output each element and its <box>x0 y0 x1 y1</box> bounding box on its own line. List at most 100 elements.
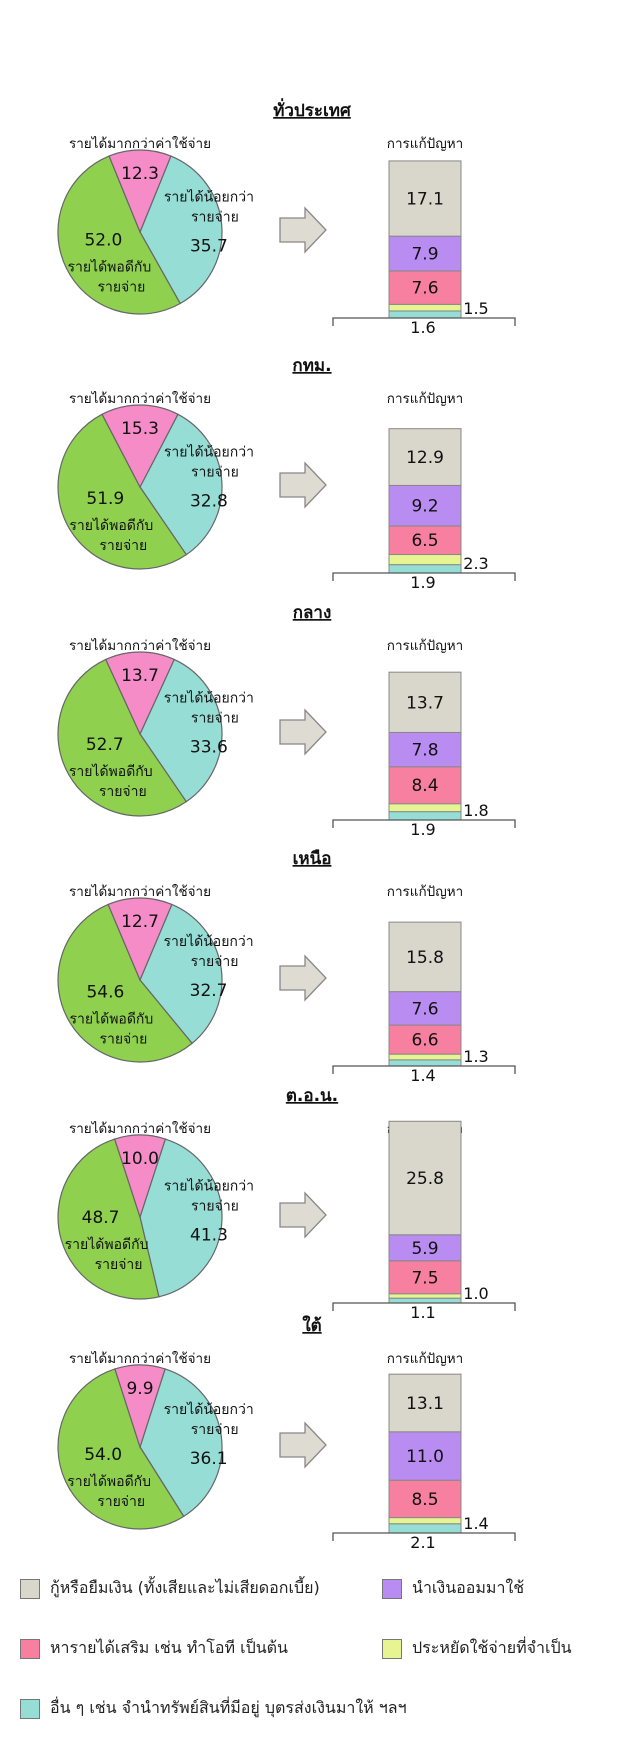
bar-value-extra-income: 8.4 <box>411 776 438 796</box>
arrow-icon <box>279 708 327 756</box>
legend-label-other: อื่น ๆ เช่น จำนำทรัพย์สินที่มีอยู่ บุตรส… <box>50 1698 407 1717</box>
legend-swatch-borrow <box>20 1578 40 1599</box>
bar-baseline <box>332 819 516 828</box>
region-title: ใต้ <box>302 1315 321 1336</box>
bar-value-other: 1.1 <box>410 1303 435 1322</box>
arrow-icon <box>279 954 327 1002</box>
bar-segment-savings <box>388 484 462 527</box>
pie-slice-more <box>101 404 179 489</box>
pie-slice-more <box>107 897 173 982</box>
pie-slice-equal <box>57 1138 160 1300</box>
pie-label-less-2: รายจ่าย <box>191 954 239 970</box>
pie-label-equal-1: รายได้พอดีกับ <box>65 1236 149 1253</box>
pie-label-equal-1: รายได้พอดีกับ <box>69 1010 153 1027</box>
bar-value-other: 1.4 <box>410 1066 435 1085</box>
region-title: กทม. <box>292 356 331 376</box>
bar-baseline <box>332 1065 516 1074</box>
pie-value-less: 32.8 <box>190 492 228 512</box>
pie-slice-less <box>139 155 223 305</box>
bar-segment-savings <box>388 1431 462 1481</box>
legend-label-savings: นำเงินออมมาใช้ <box>412 1578 525 1597</box>
bar-value-borrow: 13.1 <box>406 1394 444 1414</box>
legend-label-extra-income: หารายได้เสริม เช่น ทำโอที เป็นต้น <box>50 1638 288 1657</box>
pie-value-more: 12.3 <box>121 164 159 184</box>
pie-label-more: รายได้มากกว่าค่าใช้จ่าย <box>69 1120 211 1137</box>
bar-value-other: 1.9 <box>410 573 435 592</box>
bar-title: การแก้ปัญหา <box>387 884 463 900</box>
pie-value-equal: 51.9 <box>86 489 124 509</box>
pie-value-equal: 52.0 <box>84 231 122 251</box>
pie-label-less-2: รายจ่าย <box>191 209 239 225</box>
pie-label-more: รายได้มากกว่าค่าใช้จ่าย <box>69 1350 211 1367</box>
bar-value-extra-income: 7.5 <box>411 1268 438 1288</box>
region-panel-5: ใต้รายได้มากกว่าค่าใช้จ่าย 9.9 รายได้น้อยก… <box>57 1315 516 1552</box>
region-panel-4: ต.อ.น. รายได้มากกว่าค่าใช้จ่าย 10.0 รายได้น… <box>57 1086 516 1322</box>
bar-value-extra-income: 6.5 <box>411 531 438 551</box>
pie-label-less-1: รายได้น้อยกว่า <box>164 1178 254 1195</box>
bar-value-savings: 7.8 <box>411 741 438 761</box>
pie-label-more: รายได้มากกว่าค่าใช้จ่าย <box>69 637 211 654</box>
bar-value-extra-income: 8.5 <box>411 1490 438 1510</box>
legend-item-reduce: ประหยัดใช้จ่ายที่จำเป็น <box>382 1636 572 1661</box>
bar-title: การแก้ปัญหา <box>387 1351 463 1367</box>
bar-segment-savings <box>388 991 462 1026</box>
pie-value-more: 13.7 <box>121 666 159 686</box>
pie-label-less-1: รายได้น้อยกว่า <box>164 188 254 205</box>
pie-value-equal: 54.6 <box>86 982 124 1002</box>
pie-chart: รายได้มากกว่าค่าใช้จ่าย 15.3 รายได้น้อยกว่… <box>57 390 254 570</box>
pie-label-equal-1: รายได้พอดีกับ <box>67 259 151 276</box>
bar-title: การแก้ปัญหา <box>387 391 463 407</box>
pie-chart: รายได้มากกว่าค่าใช้จ่าย 12.7 รายได้น้อยกว่… <box>57 883 254 1063</box>
arrow-icon <box>279 1421 327 1469</box>
pie-slice-more <box>114 1364 166 1449</box>
bar-segment-extra-income <box>388 1260 462 1295</box>
legend-item-savings: นำเงินออมมาใช้ <box>382 1576 524 1601</box>
bar-value-savings: 7.6 <box>411 999 438 1019</box>
legend-swatch-extra-income <box>20 1638 40 1659</box>
pie-slice-more <box>108 149 172 234</box>
bar-segment-savings <box>388 731 462 768</box>
bar-value-reduce: 1.5 <box>463 299 488 318</box>
bar-segment-other <box>388 1523 462 1534</box>
pie-slice-more <box>104 651 176 736</box>
pie-label-more: รายได้มากกว่าค่าใช้จ่าย <box>69 135 211 152</box>
pie-slice-equal <box>57 1368 185 1530</box>
pie-label-equal-2: รายจ่าย <box>97 1494 145 1510</box>
bar-segment-borrow <box>388 1120 462 1236</box>
stacked-bar-chart: การแก้ปัญหา 6.6 7.6 15.8 1.3 1.4 <box>332 884 516 1085</box>
legend-swatch-other <box>20 1698 40 1719</box>
pie-value-equal: 54.0 <box>84 1445 122 1465</box>
bar-value-other: 1.9 <box>410 820 435 839</box>
legend-label-reduce: ประหยัดใช้จ่ายที่จำเป็น <box>412 1638 572 1657</box>
bar-value-borrow: 12.9 <box>406 448 444 468</box>
bar-segment-extra-income <box>388 270 462 305</box>
pie-value-less: 35.7 <box>190 236 228 256</box>
bar-segment-borrow <box>388 671 462 733</box>
bar-value-extra-income: 6.6 <box>411 1031 438 1051</box>
bar-value-reduce: 2.3 <box>463 554 488 573</box>
bar-segment-borrow <box>388 160 462 237</box>
legend-label-borrow: กู้หรือยืมเงิน (ทั้งเสียและไม่เสียดอกเบี… <box>50 1578 320 1597</box>
pie-label-equal-1: รายได้พอดีกับ <box>67 1473 151 1490</box>
arrow-icon <box>279 461 327 509</box>
bar-value-reduce: 1.3 <box>463 1047 488 1066</box>
pie-label-equal-2: รายจ่าย <box>99 784 147 800</box>
bar-value-extra-income: 7.6 <box>411 279 438 299</box>
pie-label-equal-1: รายได้พอดีกับ <box>69 763 153 780</box>
pie-value-less: 33.6 <box>190 738 228 758</box>
pie-slice-equal <box>57 413 188 570</box>
bar-value-borrow: 13.7 <box>406 693 444 713</box>
pie-label-less-2: รายจ่าย <box>191 1422 239 1438</box>
bar-baseline <box>332 572 516 581</box>
pie-chart: รายได้มากกว่าค่าใช้จ่าย 10.0 รายได้น้อยกว่… <box>57 1120 254 1300</box>
bar-baseline <box>332 1302 516 1311</box>
bar-title: การแก้ปัญหา <box>387 136 463 152</box>
pie-slice-less <box>139 658 223 803</box>
pie-label-equal-2: รายจ่าย <box>95 1257 143 1273</box>
pie-label-less-2: รายจ่าย <box>191 465 239 481</box>
bar-value-reduce: 1.8 <box>463 801 488 820</box>
bar-value-borrow: 25.8 <box>406 1169 444 1189</box>
bar-value-reduce: 1.4 <box>463 1514 488 1533</box>
